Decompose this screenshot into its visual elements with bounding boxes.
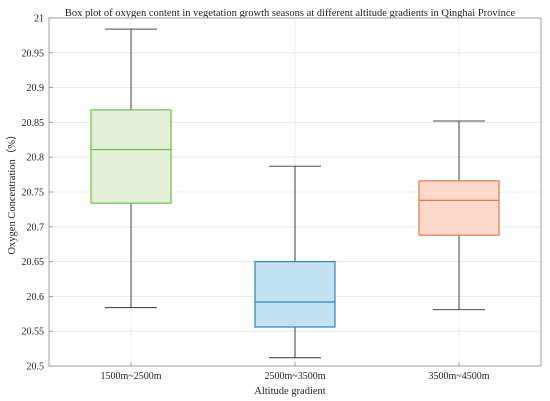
box-1 xyxy=(90,28,172,309)
y-tick-label: 20.75 xyxy=(22,188,45,199)
y-tick-label: 20.7 xyxy=(27,222,45,233)
x-axis-label: Altitude gradient xyxy=(254,386,326,397)
y-tick-label: 20.9 xyxy=(27,83,45,94)
y-tick-label: 20.65 xyxy=(22,257,45,268)
box-3 xyxy=(418,120,500,311)
box-iqr xyxy=(418,180,500,236)
chart-title: Box plot of oxygen content in vegetation… xyxy=(65,8,516,19)
box-2 xyxy=(254,165,336,359)
y-tick-label: 20.6 xyxy=(27,292,45,303)
y-tick-label: 21 xyxy=(34,14,44,25)
boxes xyxy=(90,28,500,359)
y-tick-label: 20.8 xyxy=(27,153,45,164)
y-axis-label: Oxygen Concentration（%） xyxy=(6,129,18,254)
x-axis-ticks: 1500m~2500m 2500m~3500m 3500m~4500m xyxy=(101,362,490,382)
y-tick-label: 20.5 xyxy=(27,362,45,373)
box-iqr xyxy=(254,261,336,328)
y-tick-label: 20.55 xyxy=(22,327,45,338)
x-tick-label: 3500m~4500m xyxy=(429,371,490,382)
y-axis-ticks: 20.5 20.55 20.6 20.65 20.7 20.75 20.8 20.85 20.9… xyxy=(22,14,53,373)
y-tick-label: 20.85 xyxy=(22,118,45,129)
x-tick-label: 2500m~3500m xyxy=(265,371,326,382)
box-iqr xyxy=(90,109,172,204)
y-tick-label: 20.95 xyxy=(22,48,45,59)
x-tick-label: 1500m~2500m xyxy=(101,371,162,382)
